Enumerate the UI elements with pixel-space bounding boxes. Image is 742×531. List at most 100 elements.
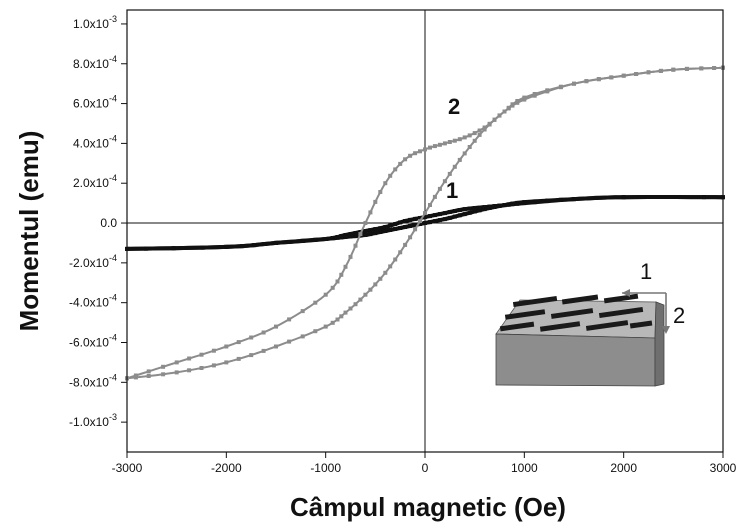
series-2-marker [403, 157, 407, 161]
series-2-marker [438, 143, 442, 147]
inset-block-side [655, 302, 664, 386]
series-2-marker [358, 232, 362, 236]
series-1-marker [363, 233, 367, 237]
series-1-marker [301, 239, 305, 243]
series-2-marker [408, 235, 412, 239]
series-2-marker [388, 264, 392, 268]
series-2-marker [147, 374, 151, 378]
inset-label-1: 1 [640, 259, 652, 284]
series-1-marker [388, 224, 392, 228]
series-2-marker [584, 79, 588, 83]
y-axis-ticks: 1.0x10-38.0x10-46.0x10-44.0x10-42.0x10-4… [69, 14, 127, 429]
series-2-marker [378, 277, 382, 281]
series-2-marker [597, 77, 601, 81]
series-2-marker [473, 131, 477, 135]
series-1-marker [572, 197, 576, 201]
series-2-marker [161, 365, 165, 369]
series-2-marker [622, 74, 626, 78]
series-2-marker [354, 302, 358, 306]
y-tick-label: -8.0x10-4 [69, 372, 117, 389]
series-2-marker [336, 318, 340, 322]
series-1-marker [339, 234, 343, 238]
series-2-marker [368, 210, 372, 214]
y-tick-label: 6.0x10-4 [73, 94, 117, 111]
series-2-marker [212, 363, 216, 367]
series-1-marker [458, 213, 462, 217]
y-tick-label: 4.0x10-4 [73, 133, 117, 150]
series-1-marker [428, 220, 432, 224]
series-2-marker [358, 298, 362, 302]
series-2-marker [473, 139, 477, 143]
series-2-marker [175, 360, 179, 364]
series-1-marker [533, 200, 537, 204]
series-1-marker [398, 220, 402, 224]
series-2-marker [301, 309, 305, 313]
x-tick-label: 3000 [710, 461, 737, 475]
series-2-marker [498, 113, 502, 117]
series-2-marker [368, 288, 372, 292]
series-2-marker [712, 66, 716, 70]
series-1-marker [559, 198, 563, 202]
series-2-marker [572, 82, 576, 86]
series-2-marker [344, 311, 348, 315]
series-2-marker [453, 165, 457, 169]
series-2-marker [354, 244, 358, 248]
series-2-marker [274, 345, 278, 349]
series-2-marker [468, 133, 472, 137]
series-2-marker [433, 195, 437, 199]
series-2-marker [408, 154, 412, 158]
series-2-marker [212, 349, 216, 353]
series-1-marker [622, 195, 626, 199]
series-2-marker [463, 135, 467, 139]
x-tick-label: 2000 [610, 461, 637, 475]
series-2-marker [522, 98, 526, 102]
series-2-marker [388, 174, 392, 178]
series-1-marker [336, 235, 340, 239]
inset-block-front [496, 334, 655, 386]
series-2-marker [634, 72, 638, 76]
series-2-marker [313, 301, 317, 305]
y-tick-label: -1.0x10-3 [69, 412, 117, 429]
series-2-marker [699, 66, 703, 70]
series-1-marker [172, 246, 176, 250]
series-2-marker [262, 349, 266, 353]
series-2-marker [413, 227, 417, 231]
series-1-marker [324, 237, 328, 241]
series-2-marker [511, 104, 515, 108]
series-2-marker [647, 70, 651, 74]
series-2-marker [200, 353, 204, 357]
series-1-marker [373, 227, 377, 231]
series-1-marker [368, 228, 372, 232]
series-1-marker [458, 208, 462, 212]
curve-label-2: 2 [448, 94, 460, 119]
series-1-marker [363, 229, 367, 233]
series-1-marker [349, 232, 353, 236]
series-2-marker [393, 167, 397, 171]
series-2-marker [249, 353, 253, 357]
series-2-marker [418, 219, 422, 223]
series-1-marker [368, 232, 372, 236]
series-2-marker [336, 280, 340, 284]
series-1-marker [263, 242, 267, 246]
series-1-marker [702, 195, 706, 199]
series-1-marker [515, 202, 519, 206]
series-1-marker [443, 211, 447, 215]
series-2-marker [533, 94, 537, 98]
series-1-marker [313, 238, 317, 242]
series-1-marker [545, 199, 549, 203]
series-2-marker [339, 273, 343, 277]
series-2-marker [287, 317, 291, 321]
series-2-marker [515, 101, 519, 105]
series-1-marker [507, 203, 511, 207]
series-1-marker [201, 246, 205, 250]
series-1-marker [433, 213, 437, 217]
series-2-marker [609, 75, 613, 79]
series-1-marker [674, 195, 678, 199]
series-2-marker [224, 345, 228, 349]
series-2-marker [339, 314, 343, 318]
series-1-marker [408, 224, 412, 228]
series-1-marker [448, 210, 452, 214]
series-2-marker [463, 151, 467, 155]
y-tick-label: -6.0x10-4 [69, 332, 117, 349]
